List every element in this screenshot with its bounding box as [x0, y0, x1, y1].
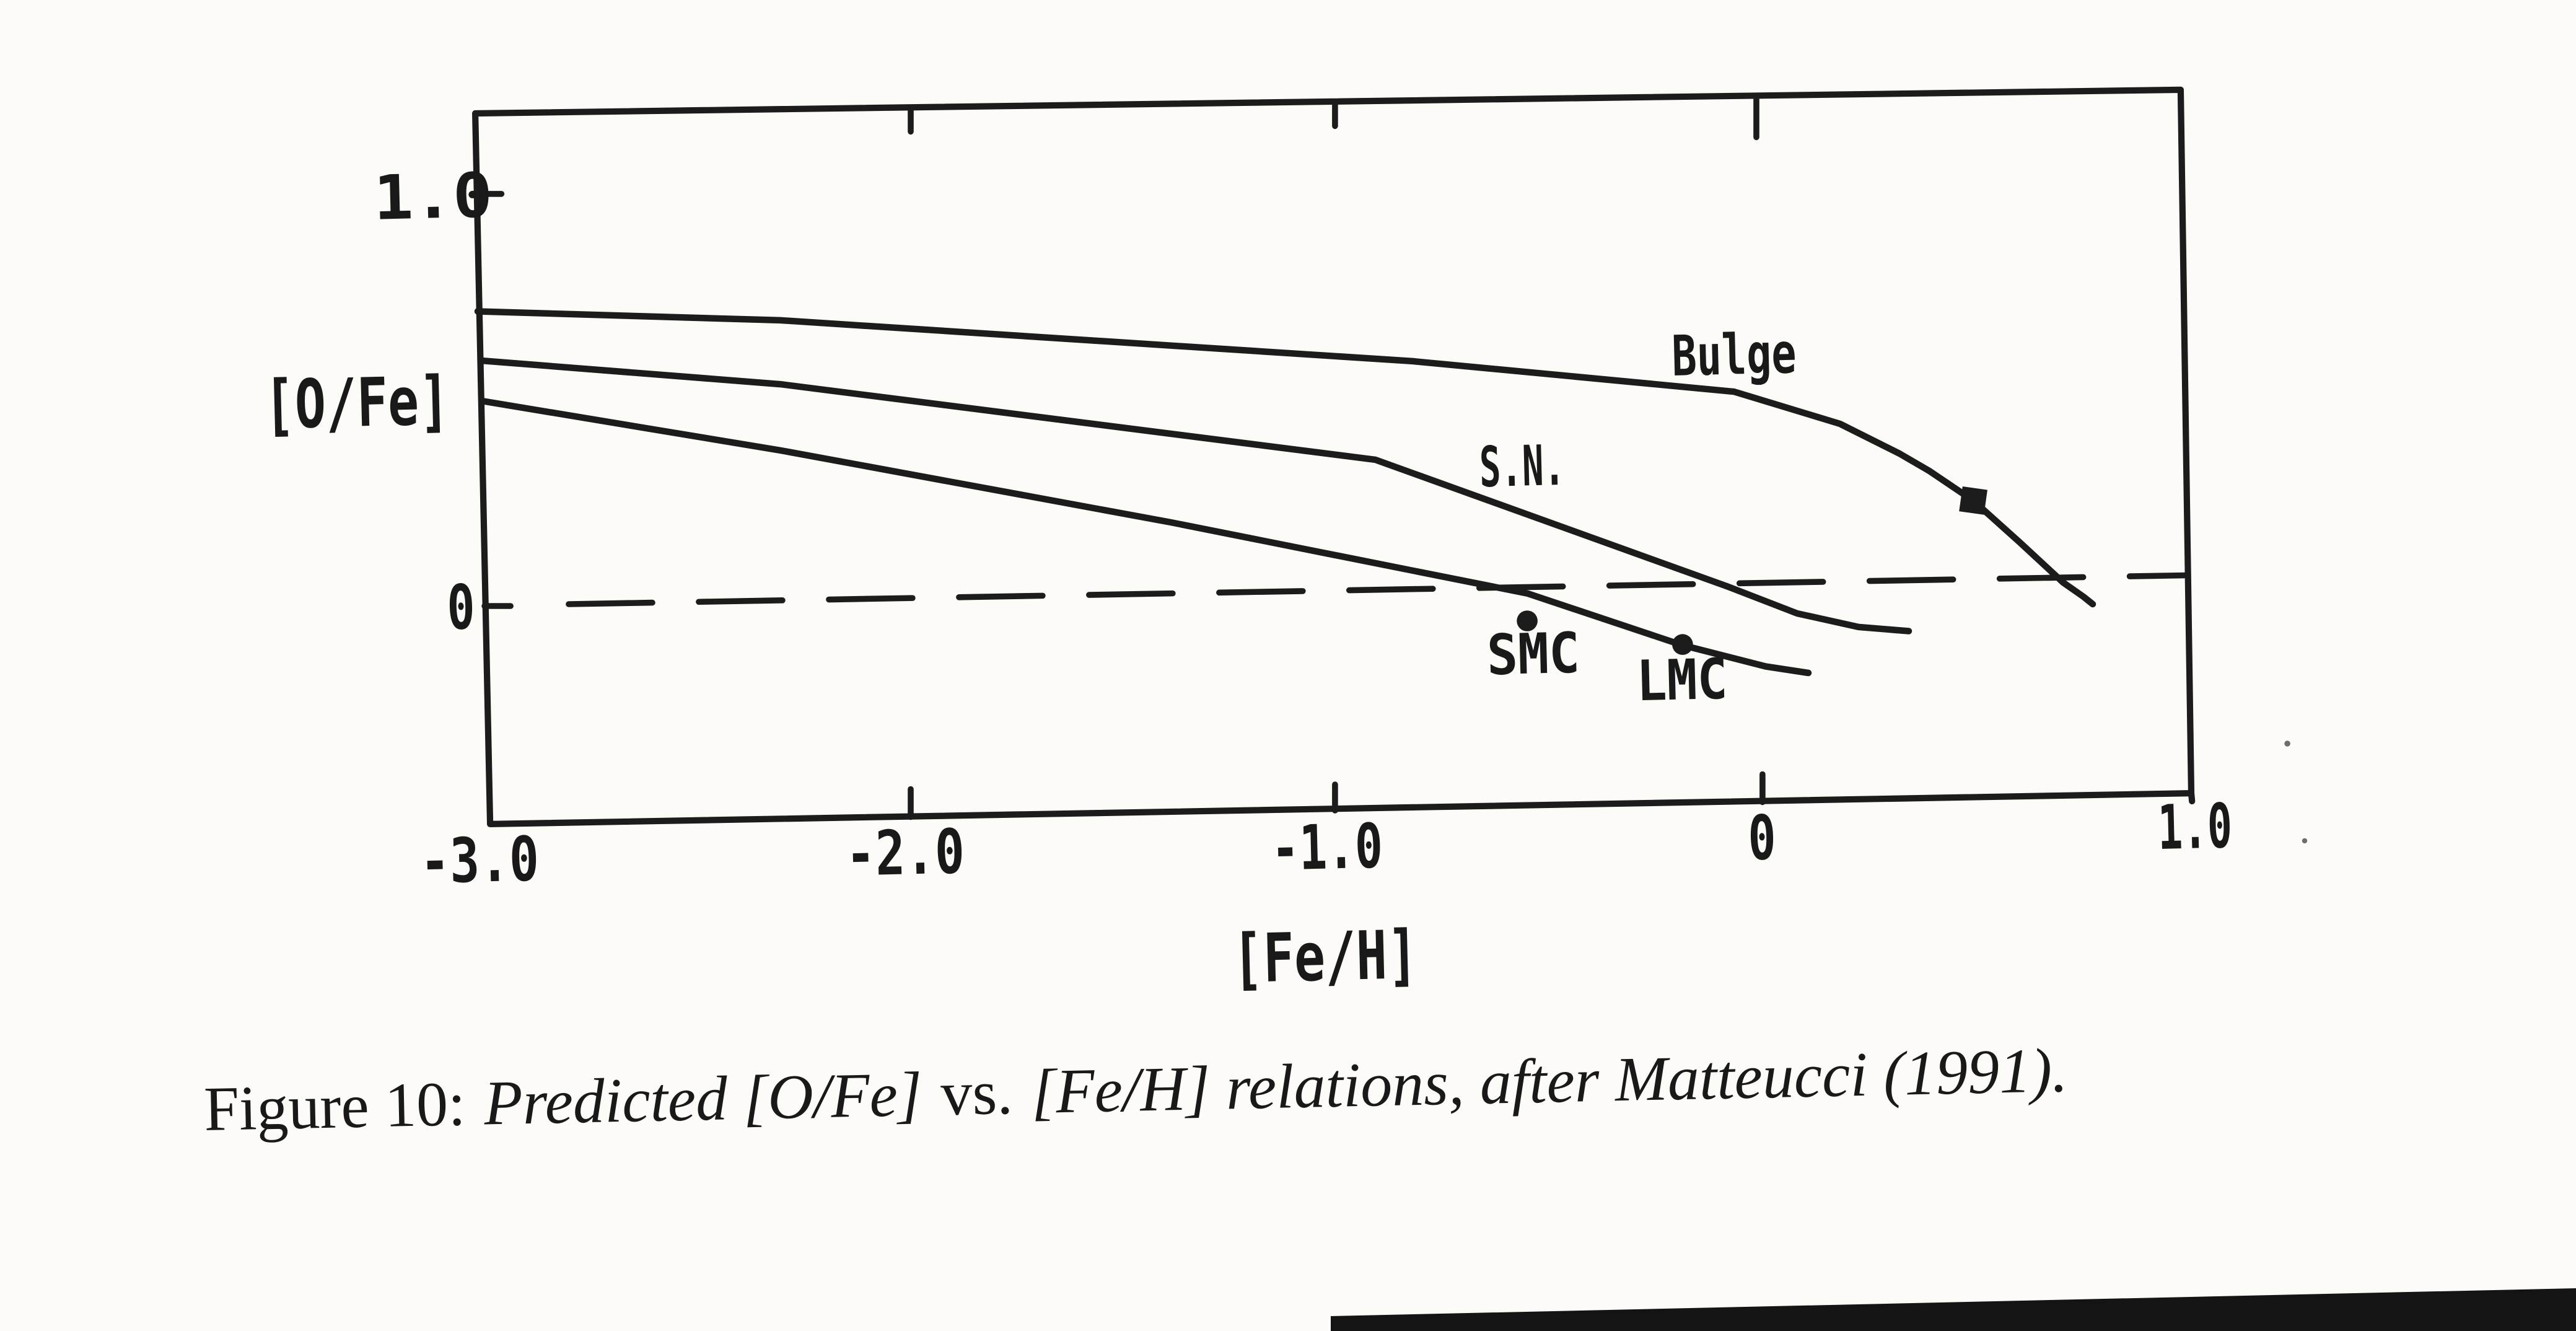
annotation-sn: S.N. [1479, 433, 1566, 500]
scan-speck-1 [2302, 838, 2308, 844]
y-tick-label-0: 0 [446, 572, 476, 644]
annotation-smc: SMC [1486, 621, 1581, 688]
x-tick-label-m1: -1.0 [1271, 810, 1384, 884]
dashed-zero-line [566, 572, 2189, 607]
scan-speck-0 [2284, 740, 2290, 747]
plot-area: 1.0 0 -3.0 -2.0 -1.0 0 1.0 [O/Fe] [Fe/H] Bulge S.N… [263, 86, 2308, 998]
caption-italic-2: [Fe/H] relations, after Matteucci (1991)… [1030, 1035, 2068, 1127]
x-tick-label-0: 0 [1747, 802, 1777, 874]
figure-caption: Figure 10: Predicted [O/Fe] vs. [Fe/H] rela… [203, 1035, 2069, 1144]
y-axis-title: [O/Fe] [263, 362, 451, 444]
smc-dot [1517, 610, 1538, 631]
caption-vs: vs. [940, 1058, 1014, 1129]
bulge-square-marker [1959, 486, 1987, 515]
lmc-dot [1672, 634, 1693, 655]
annotation-bulge: Bulge [1671, 321, 1797, 389]
caption-italic-1: Predicted [O/Fe] [483, 1060, 922, 1139]
scan-edge-black-bar [1331, 1288, 2576, 1331]
annotation-lmc: LMC [1636, 647, 1728, 714]
curve-smc-lmc [478, 397, 1812, 677]
caption-prefix: Figure 10: [203, 1069, 466, 1144]
curve-bulge [474, 308, 2096, 608]
plot-frame [471, 86, 2196, 827]
x-tick-label-1: 1.0 [2157, 791, 2233, 864]
curve-sn [478, 357, 1912, 635]
x-tick-label-m3: -3.0 [419, 824, 540, 898]
x-axis-title: [Fe/H] [1232, 916, 1419, 998]
y-tick-label-1: 1.0 [373, 160, 494, 234]
x-tick-label-m2: -2.0 [845, 816, 966, 890]
